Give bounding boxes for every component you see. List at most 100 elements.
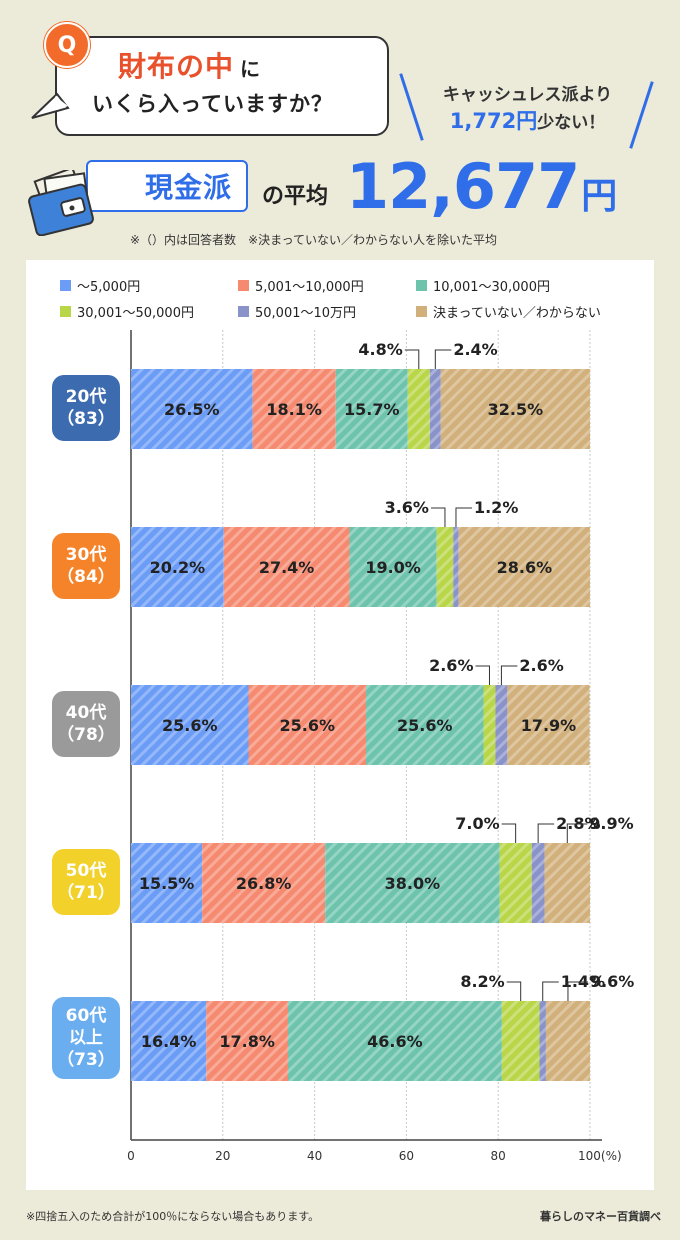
data-label: 38.0% [385,874,441,893]
legend-swatch [60,306,71,317]
leader-line [501,823,517,843]
age-badge-40s: 40代 （78） [52,691,120,757]
bar-segment [131,843,203,923]
data-label: 7.0% [455,814,499,833]
data-label: 25.6% [162,716,218,735]
bar-segment [335,369,408,449]
leader-line [542,981,559,1001]
sub-note: ※（）内は回答者数 ※決まっていない／わからない人を除いた平均 [130,233,498,247]
data-label: 28.6% [497,558,553,577]
question-bubble [55,36,389,136]
data-label: 25.6% [397,716,453,735]
bar-segment [507,685,590,765]
bar-segment [545,1001,590,1081]
bar-segment [495,685,508,765]
data-label: 18.1% [266,400,322,419]
legend-item: 5,001～10,000円 [238,276,364,295]
bar-segment [206,1001,288,1081]
bar-segment [131,1001,207,1081]
legend-swatch [416,306,427,317]
age-badge-20s: 20代 （83） [52,375,120,441]
bar-segment [501,1001,540,1081]
bubble-tail [31,92,70,119]
footer-source: 暮らしのマネー百貨調べ [540,1210,661,1223]
leader-line [430,507,446,527]
bar-segment [252,369,336,449]
leader-line [537,823,555,843]
legend-swatch [238,280,249,291]
bar-segment [287,1001,502,1081]
data-label: 16.4% [141,1032,197,1051]
bar-segment [499,843,532,923]
bar-segment [366,685,484,765]
bar-segment [436,527,454,607]
bar-segment [325,843,500,923]
tick-label: 80 [491,1149,506,1163]
age-badge-60s: 60代 以上 （73） [52,997,120,1079]
tick-label: 20 [215,1149,230,1163]
data-label: 27.4% [259,558,315,577]
data-label: 2.6% [519,656,563,675]
data-label: 20.2% [150,558,206,577]
data-label: 46.6% [367,1032,423,1051]
data-label: 4.8% [358,340,402,359]
bar-segment [453,527,459,607]
legend-swatch [238,306,249,317]
data-label: 32.5% [488,400,544,419]
bar-segment [248,685,367,765]
data-label: 17.8% [219,1032,275,1051]
data-label: 15.5% [139,874,195,893]
bar-segment [131,527,224,607]
tick-label: 0 [127,1149,135,1163]
age-badge-30s: 30代 （84） [52,533,120,599]
data-label: 9.9% [589,814,633,833]
legend-item: 決まっていない／わからない [416,302,601,321]
leader-line [455,507,472,527]
footer-note: ※四捨五入のため合計が100％にならない場合もあります。 [26,1210,320,1223]
data-label: 26.8% [236,874,292,893]
cash-label-box: 現金派 [86,160,248,212]
legend-swatch [60,280,71,291]
leader-line [567,981,588,1001]
tick-label: 100(%) [578,1149,622,1163]
leader-line [500,665,518,685]
leader-line [506,981,522,1001]
bar-segment [131,685,249,765]
bar-segment [539,1001,546,1081]
data-label: 2.6% [429,656,473,675]
bar-segment [531,843,545,923]
bar-segment [407,369,430,449]
question-subtitle: いくら入っていますか？ [92,92,333,116]
data-label: 26.5% [164,400,220,419]
data-label: 17.9% [521,716,577,735]
legend: ～5,000円 5,001～10,000円 10,001～30,000円 30,… [60,276,640,326]
bar-segment [202,843,326,923]
leader-line [475,665,490,685]
bar-segment [544,843,590,923]
legend-item: ～5,000円 [60,276,140,295]
bar-segment [429,369,441,449]
data-label: 19.0% [365,558,421,577]
wallet-icon [28,170,94,236]
legend-swatch [416,280,427,291]
leader-line [404,349,420,369]
age-badge-50s: 50代 （71） [52,849,120,915]
data-label: 3.6% [385,498,429,517]
bar-segment [440,369,590,449]
bar-segment [458,527,590,607]
data-label: 8.2% [460,972,504,991]
bar-segment [483,685,496,765]
average-label: の平均 [262,184,329,209]
q-badge: Q [44,22,90,68]
question-title: 財布の中に [118,50,262,83]
leader-line [434,349,452,369]
tick-label: 40 [307,1149,322,1163]
compare-note: キャッシュレス派より 1,772円少ない！ [442,85,613,133]
bar-segment [349,527,437,607]
data-label: 9.6% [590,972,634,991]
legend-item: 30,001～50,000円 [60,302,194,321]
bar-segment [223,527,350,607]
data-label: 25.6% [279,716,335,735]
data-label: 15.7% [344,400,400,419]
